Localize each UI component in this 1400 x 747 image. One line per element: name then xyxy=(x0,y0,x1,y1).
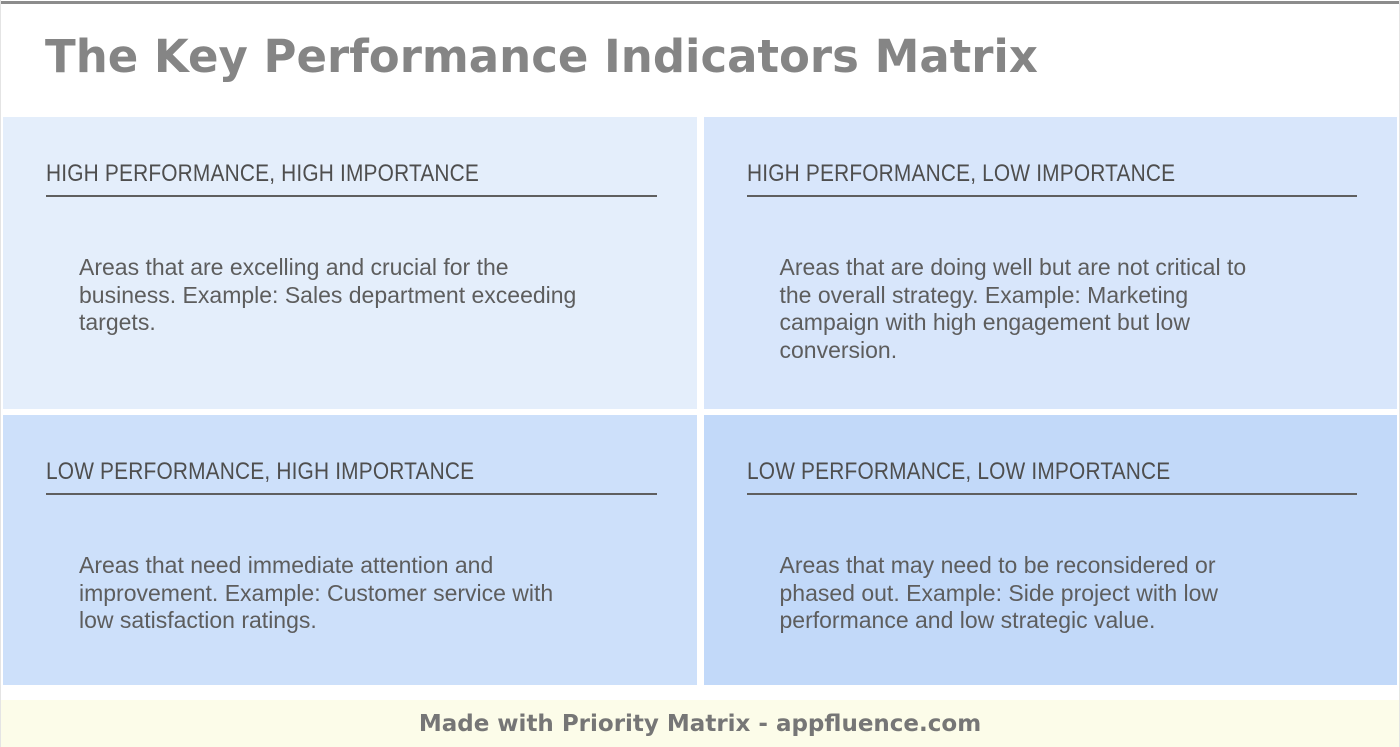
quadrant-description: Areas that may need to be reconsidered o… xyxy=(779,552,1219,633)
quadrant-description: Areas that are excelling and crucial for… xyxy=(79,254,577,335)
quadrant-heading-text: LOW PERFORMANCE, LOW IMPORTANCE xyxy=(746,458,1170,485)
quadrant-heading: LOW PERFORMANCE, LOW IMPORTANCE xyxy=(746,458,1357,495)
quadrant-description: Areas that need immediate attention and … xyxy=(79,552,554,633)
quadrant-low-performance-low-importance: LOW PERFORMANCE, LOW IMPORTANCE Areas th… xyxy=(703,415,1397,685)
quadrant-high-performance-high-importance: HIGH PERFORMANCE, HIGH IMPORTANCE Areas … xyxy=(3,117,697,409)
quadrant-description: Areas that are doing well but are not cr… xyxy=(779,254,1247,363)
page-top-border xyxy=(1,1,1399,4)
footer-bar: Made with Priority Matrix - appfluence.c… xyxy=(1,700,1399,747)
quadrant-high-performance-low-importance: HIGH PERFORMANCE, LOW IMPORTANCE Areas t… xyxy=(703,117,1397,409)
quadrant-low-performance-high-importance: LOW PERFORMANCE, HIGH IMPORTANCE Areas t… xyxy=(3,415,697,685)
quadrant-heading-text: HIGH PERFORMANCE, HIGH IMPORTANCE xyxy=(46,160,480,187)
page-header: The Key Performance Indicators Matrix xyxy=(1,4,1399,117)
quadrant-heading-text: LOW PERFORMANCE, HIGH IMPORTANCE xyxy=(46,458,475,485)
quadrant-heading: LOW PERFORMANCE, HIGH IMPORTANCE xyxy=(46,459,657,495)
quadrant-grid: HIGH PERFORMANCE, HIGH IMPORTANCE Areas … xyxy=(3,117,1397,685)
page-title: The Key Performance Indicators Matrix xyxy=(45,30,1038,83)
footer-credit: Made with Priority Matrix - appfluence.c… xyxy=(418,710,982,737)
quadrant-heading: HIGH PERFORMANCE, HIGH IMPORTANCE xyxy=(46,161,657,197)
quadrant-heading-text: HIGH PERFORMANCE, LOW IMPORTANCE xyxy=(746,160,1175,187)
quadrant-heading: HIGH PERFORMANCE, LOW IMPORTANCE xyxy=(746,160,1357,197)
